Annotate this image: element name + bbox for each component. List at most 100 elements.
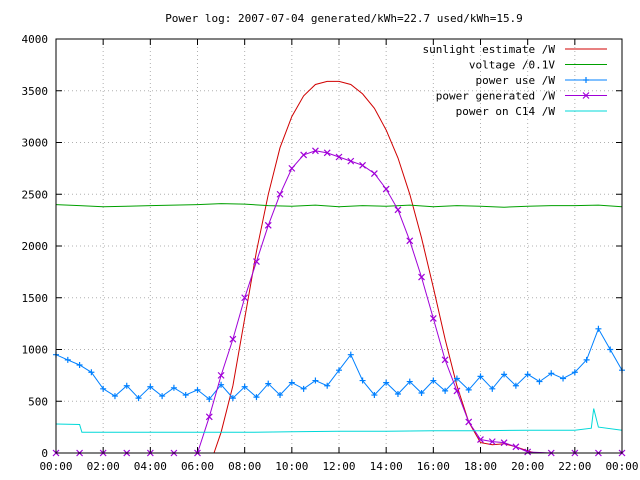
data-point (147, 383, 154, 390)
data-point (277, 392, 284, 399)
data-point (135, 395, 142, 402)
data-point (312, 377, 319, 384)
data-point (560, 375, 567, 382)
y-axis-ticks: 0 500 1000 1500 2000 2500 3000 3500 4000 (22, 33, 622, 460)
data-point (288, 164, 296, 172)
legend-label: power use /W (476, 74, 556, 87)
x-tick-label: 08:00 (228, 460, 261, 473)
data-point (217, 371, 225, 379)
data-point (489, 385, 496, 392)
data-point (264, 221, 272, 229)
data-point (548, 370, 555, 377)
data-point (536, 378, 543, 385)
legend-label: voltage /0.1V (469, 59, 555, 72)
y-tick-label: 4000 (22, 33, 49, 46)
x-tick-label: 00:00 (605, 460, 638, 473)
data-point (359, 377, 366, 384)
x-tick-label: 16:00 (417, 460, 450, 473)
data-point (607, 346, 614, 353)
data-point (88, 369, 95, 376)
data-point (205, 413, 213, 421)
data-point (383, 379, 390, 386)
legend: sunlight estimate /W voltage /0.1V power u… (423, 43, 607, 118)
data-point (335, 153, 343, 161)
data-point (276, 190, 284, 198)
data-point (253, 258, 260, 265)
series-line (55, 203, 623, 208)
y-tick-label: 1000 (22, 344, 49, 357)
data-point (347, 351, 354, 358)
data-point (465, 386, 472, 393)
x-tick-label: 00:00 (39, 460, 72, 473)
legend-label: sunlight estimate /W (423, 43, 556, 56)
x-axis-ticks: 00:00 02:00 04:00 06:00 08:00 10:00 12:00 14:00… (39, 39, 639, 473)
data-point (206, 396, 213, 403)
x-tick-label: 02:00 (87, 460, 120, 473)
data-point (441, 356, 449, 364)
data-point (429, 315, 437, 322)
data-point (64, 356, 71, 363)
data-point (170, 384, 177, 391)
series-1 (55, 203, 623, 208)
x-tick-label: 14:00 (370, 460, 403, 473)
data-point (311, 147, 319, 155)
data-point (453, 375, 460, 382)
data-point (324, 382, 331, 389)
y-tick-label: 3500 (22, 85, 49, 98)
y-tick-label: 500 (28, 395, 48, 408)
x-tick-label: 12:00 (322, 460, 355, 473)
data-point (300, 385, 307, 392)
legend-label: power generated /W (436, 90, 556, 103)
x-tick-label: 20:00 (511, 460, 544, 473)
data-point (300, 151, 308, 159)
data-point (524, 371, 531, 378)
data-point (241, 383, 248, 390)
data-point (218, 381, 225, 388)
y-tick-label: 3000 (22, 137, 49, 150)
series-0 (213, 80, 535, 454)
data-point (182, 392, 189, 399)
data-point (418, 389, 425, 396)
data-point (194, 386, 201, 393)
x-tick-label: 18:00 (464, 460, 497, 473)
series-4 (55, 408, 623, 433)
data-point (583, 356, 590, 363)
x-tick-label: 22:00 (558, 460, 591, 473)
series-2 (53, 325, 625, 403)
data-point (571, 369, 578, 376)
data-point (76, 362, 83, 369)
data-point (394, 206, 402, 214)
x-tick-label: 10:00 (275, 460, 308, 473)
data-point (512, 443, 520, 451)
data-point (241, 294, 249, 302)
legend-label: power on C14 /W (456, 105, 556, 118)
legend-marker (583, 77, 589, 83)
data-point (159, 393, 166, 400)
data-point (382, 185, 390, 193)
x-tick-label: 04:00 (134, 460, 167, 473)
data-point (453, 387, 461, 395)
data-point (465, 418, 473, 426)
data-point (406, 237, 414, 245)
data-point (347, 157, 355, 165)
data-point (229, 335, 237, 343)
data-point (100, 385, 107, 392)
data-point (229, 395, 236, 402)
data-point (359, 161, 367, 169)
data-point (288, 379, 295, 386)
data-point (418, 273, 425, 281)
y-tick-label: 1500 (22, 292, 49, 305)
data-point (430, 377, 437, 384)
data-point (595, 325, 602, 332)
data-point (501, 371, 508, 378)
legend-marker (582, 92, 590, 99)
data-point (500, 439, 508, 447)
series-line (55, 408, 623, 433)
data-point (406, 378, 413, 385)
data-point (123, 382, 130, 389)
data-point (488, 438, 496, 446)
data-point (442, 387, 449, 394)
data-point (336, 367, 342, 374)
